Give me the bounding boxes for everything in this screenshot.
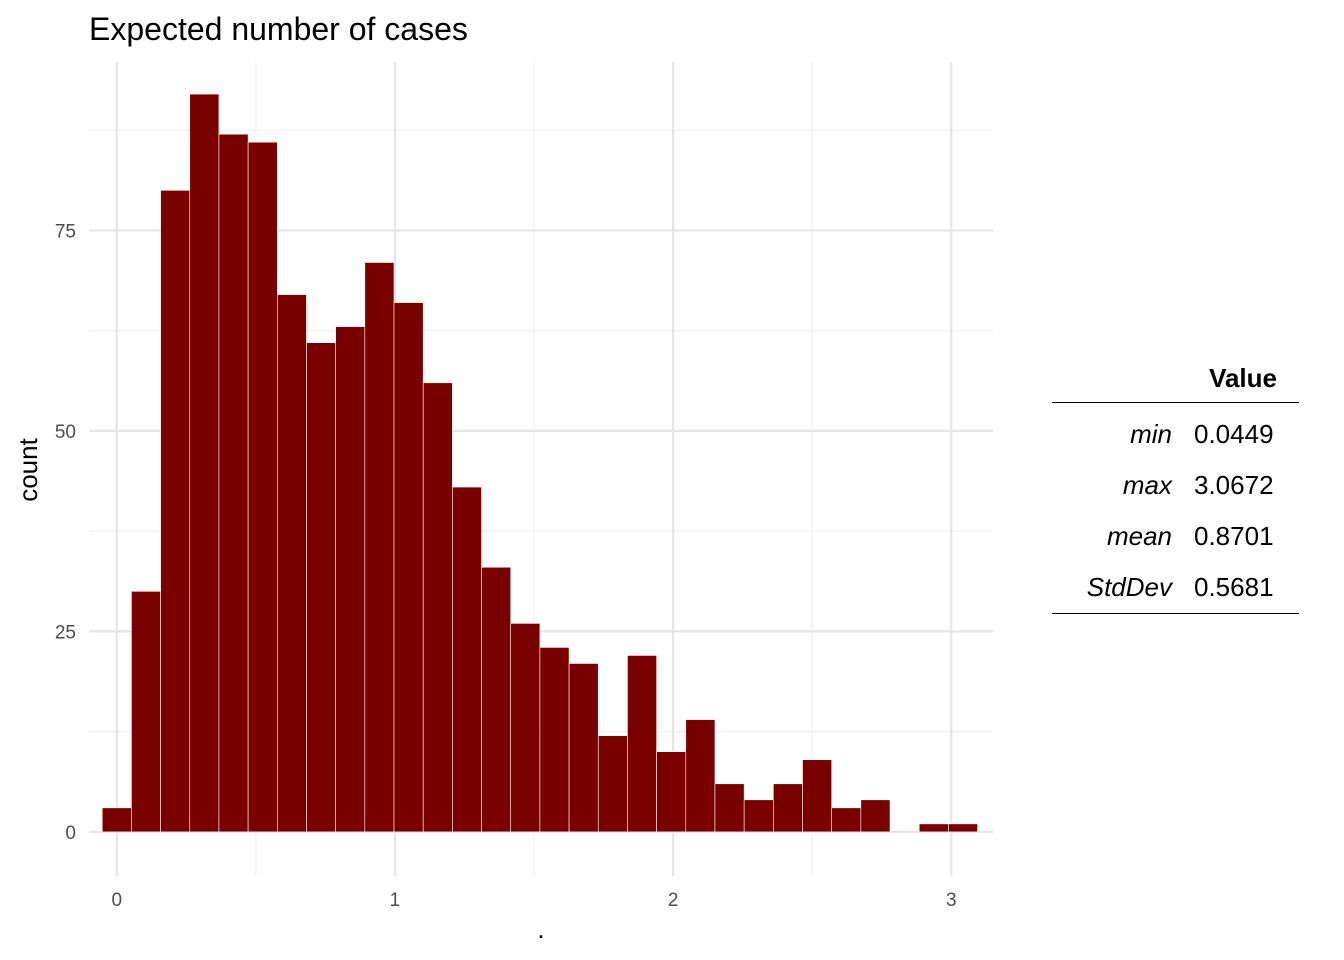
stats-row-stddev: StdDev 0.5681 (1052, 562, 1299, 614)
stat-value: 0.5681 (1194, 562, 1299, 614)
histogram-bar (393, 302, 424, 833)
x-tick-label: 1 (390, 890, 401, 911)
stat-value: 3.0672 (1194, 470, 1274, 500)
x-tick-label: 2 (668, 890, 679, 911)
x-tick-label: 0 (112, 890, 123, 911)
stats-row-max: max 3.0672 (1052, 460, 1299, 511)
histogram-bar (773, 783, 803, 833)
x-tick-label: 3 (946, 890, 957, 911)
chart-title: Expected number of cases (89, 11, 468, 47)
x-axis-label: . (537, 914, 544, 944)
histogram-bar (131, 591, 161, 833)
x-axis-tick-labels: 0 1 2 3 (112, 890, 957, 911)
histogram-bar (860, 799, 891, 833)
histogram-bar (481, 566, 512, 833)
histogram-bar (306, 342, 336, 833)
histogram-bar (218, 133, 249, 833)
histogram-bar (831, 807, 862, 833)
histogram-bar (685, 719, 716, 833)
y-axis-tick-labels: 0 25 50 75 (55, 221, 76, 843)
histogram-bar (656, 751, 687, 833)
histogram-bar (101, 807, 132, 833)
y-tick-label: 75 (55, 221, 76, 242)
histogram-bar (948, 823, 978, 833)
y-tick-label: 50 (55, 422, 76, 443)
stat-name: max (1122, 470, 1172, 500)
histogram-bar (452, 486, 482, 833)
stats-header-row: Value (1052, 360, 1299, 403)
stat-value: 0.0449 (1194, 419, 1274, 449)
summary-stats-table: Value min 0.0449 max 3.0672 mean 0.8701 … (1052, 360, 1299, 614)
stat-name: min (1130, 419, 1172, 449)
stats-row-mean: mean 0.8701 (1052, 511, 1299, 562)
histogram-bar (510, 623, 541, 833)
y-axis-label: count (13, 437, 43, 501)
histogram-bar (539, 647, 570, 833)
histogram-bar (422, 382, 453, 833)
stat-name: StdDev (1052, 562, 1194, 614)
stat-value: 0.8701 (1194, 521, 1274, 551)
histogram-bar (597, 735, 628, 833)
histogram-bar (802, 759, 832, 833)
histogram-bar (276, 294, 307, 833)
histogram-bar (627, 655, 657, 833)
histogram-bar (335, 326, 366, 833)
histogram-bar (160, 190, 191, 833)
histogram-bar (568, 663, 599, 833)
histogram-bar (743, 799, 774, 833)
histogram-bar (918, 823, 949, 833)
histogram-bar (247, 141, 278, 833)
stats-header-blank (1052, 360, 1194, 403)
histogram-bar (189, 93, 220, 833)
stat-name: mean (1106, 521, 1172, 551)
histogram-bars (101, 93, 978, 833)
histogram-bar (714, 783, 745, 833)
y-tick-label: 0 (65, 823, 76, 844)
histogram-bar (364, 262, 395, 833)
stats-header-value: Value (1194, 360, 1299, 403)
y-tick-label: 25 (55, 622, 76, 643)
stats-row-min: min 0.0449 (1052, 403, 1299, 461)
